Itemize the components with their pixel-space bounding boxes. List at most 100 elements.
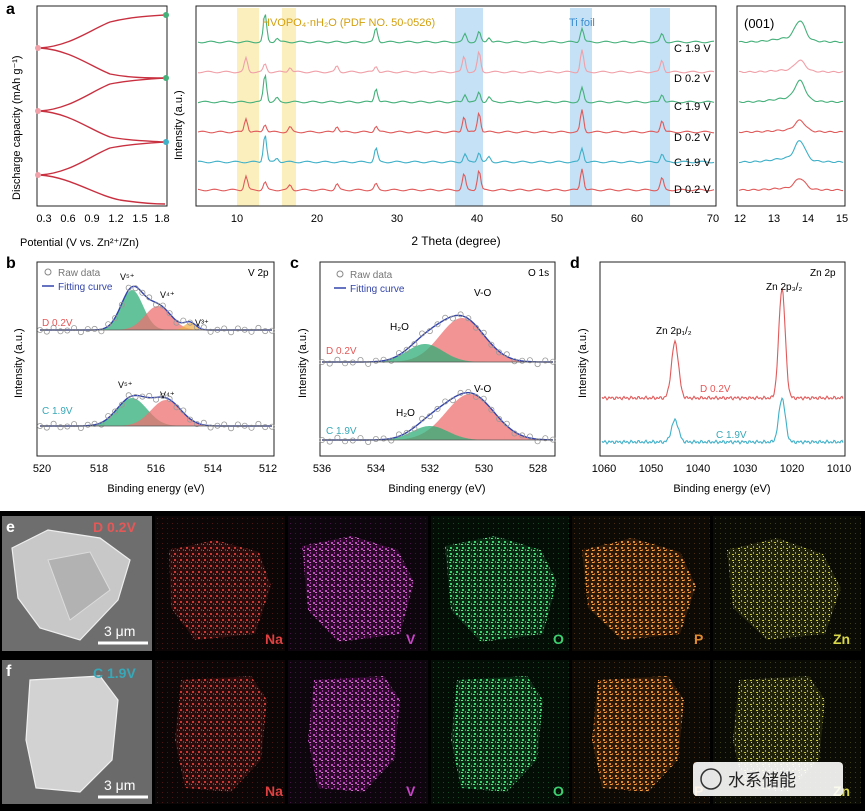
o1s-title: O 1s	[528, 268, 549, 279]
xrd-xtick: 50	[551, 213, 563, 225]
sem-state-e: D 0.2V	[93, 519, 136, 535]
legend-raw-marker	[44, 268, 52, 276]
eds-map-e-p: P	[572, 516, 710, 651]
eds-label: Na	[265, 783, 283, 799]
legend-raw: Raw data	[58, 268, 101, 279]
eds-map-f-p: P	[572, 660, 710, 804]
xps-raw-point	[542, 357, 549, 364]
xrd-plot: HVOPO₄·nH₂O (PDF NO. 50-0526) Ti foil C …	[173, 5, 719, 248]
xrd-ti-band	[455, 8, 483, 206]
xps-raw-point	[534, 438, 541, 445]
zn2p-frame	[599, 261, 846, 457]
xps-raw-point	[84, 421, 91, 428]
scale-label-f: 3 μm	[104, 777, 135, 793]
v2p-xlabel: Binding energy (eV)	[107, 483, 204, 495]
xps-raw-point	[449, 397, 456, 404]
eds-label: Na	[265, 631, 283, 647]
xps-raw-point	[326, 360, 333, 367]
xrd-ref-band	[237, 8, 259, 206]
v2p-title: V 2p	[248, 268, 269, 279]
xps-raw-point	[511, 430, 518, 437]
xps-raw-point	[365, 438, 372, 445]
v2p-content	[37, 284, 275, 432]
xps-raw-point	[173, 404, 180, 411]
xps-raw-point	[480, 329, 487, 336]
legend-fit: Fitting curve	[350, 284, 405, 295]
zn2p-peak-3half: Zn 2p₃/₂	[766, 282, 802, 293]
xps-raw-point	[248, 424, 255, 431]
xps-raw-point	[132, 285, 139, 292]
xrd-ref-band	[282, 8, 296, 206]
xps-raw-point	[496, 349, 503, 356]
xps-raw-point	[426, 413, 433, 420]
zoom-xtick: 14	[802, 213, 814, 225]
wechat-icon	[700, 768, 722, 790]
xps-peak-fill	[322, 318, 553, 362]
eds-label: O	[553, 631, 564, 647]
xps-raw-point	[77, 424, 84, 431]
o1s-xtick: 530	[475, 463, 493, 475]
watermark: 水系储能	[693, 762, 843, 796]
xps-raw-point	[187, 416, 194, 423]
zn2p-ylabel: Intensity (a.u.)	[577, 328, 589, 398]
v2p-xtick: 514	[204, 463, 222, 475]
xrd-frame	[195, 5, 717, 207]
xps-raw-point	[480, 395, 487, 402]
xrd-xtick: 20	[311, 213, 323, 225]
xps-raw-point	[503, 420, 510, 427]
xps-raw-point	[488, 406, 495, 413]
o1s-frame	[319, 261, 556, 457]
xps-raw-point	[125, 284, 132, 291]
xrd-curve	[197, 109, 715, 134]
zn2p-xtick: 1060	[592, 463, 616, 475]
o1s-peak-vo-top: V-O	[474, 288, 491, 299]
xps-raw-point	[159, 302, 166, 309]
legend-raw: Raw data	[350, 270, 393, 281]
xrd-curves	[197, 14, 715, 192]
zn2p-xtick: 1010	[827, 463, 851, 475]
xps-raw-point	[146, 392, 153, 399]
xps-raw-point	[388, 357, 395, 364]
zn2p-curve	[601, 396, 844, 445]
xps-raw-point	[419, 330, 426, 337]
zn2p-state-bottom: C 1.9V	[716, 430, 747, 441]
xps-peak-fill	[322, 394, 553, 440]
eds-label: O	[553, 783, 564, 799]
xps-raw-point	[268, 327, 275, 334]
xps-raw-point	[166, 310, 173, 317]
gcd-marker	[35, 108, 41, 114]
xps-raw-point	[357, 356, 364, 363]
xps-raw-point	[488, 341, 495, 348]
xrd-ti-label: Ti foil	[569, 17, 595, 29]
xps-raw-point	[326, 438, 333, 445]
xps-raw-point	[112, 408, 119, 415]
xps-raw-point	[342, 360, 349, 367]
o1s-xlabel: Binding energy (eV)	[388, 483, 485, 495]
xrd-curve	[197, 168, 715, 192]
xps-raw-point	[132, 393, 139, 400]
zoom-curves	[738, 20, 844, 192]
gcd-xlabel: Potential (V vs. Zn²⁺/Zn)	[20, 237, 139, 249]
xps-raw-point	[221, 325, 228, 332]
gcd-marker	[35, 172, 41, 178]
zoom-curve	[739, 59, 844, 74]
xrd-curve	[197, 49, 715, 74]
xps-raw-point	[98, 421, 105, 428]
zoom-curve	[738, 20, 844, 44]
xps-raw-point	[57, 328, 64, 335]
v2p-peak-v5-top: V⁵⁺	[120, 272, 135, 282]
xps-peak-fill	[322, 344, 553, 362]
watermark-bg	[693, 762, 843, 796]
xps-o1s-plot: Raw data Fitting curve O 1s D 0.2V C 1.9…	[297, 261, 557, 495]
o1s-state-top: D 0.2V	[326, 346, 357, 357]
xrd-curve	[197, 14, 715, 44]
xps-raw-point	[71, 421, 78, 428]
xps-raw-point	[349, 437, 356, 444]
gcd-curve-1	[39, 14, 166, 79]
xps-raw-point	[357, 435, 364, 442]
xps-peak-fill	[322, 426, 553, 440]
xps-raw-point	[419, 415, 426, 422]
xps-raw-point	[534, 361, 541, 368]
xps-raw-point	[511, 358, 518, 365]
